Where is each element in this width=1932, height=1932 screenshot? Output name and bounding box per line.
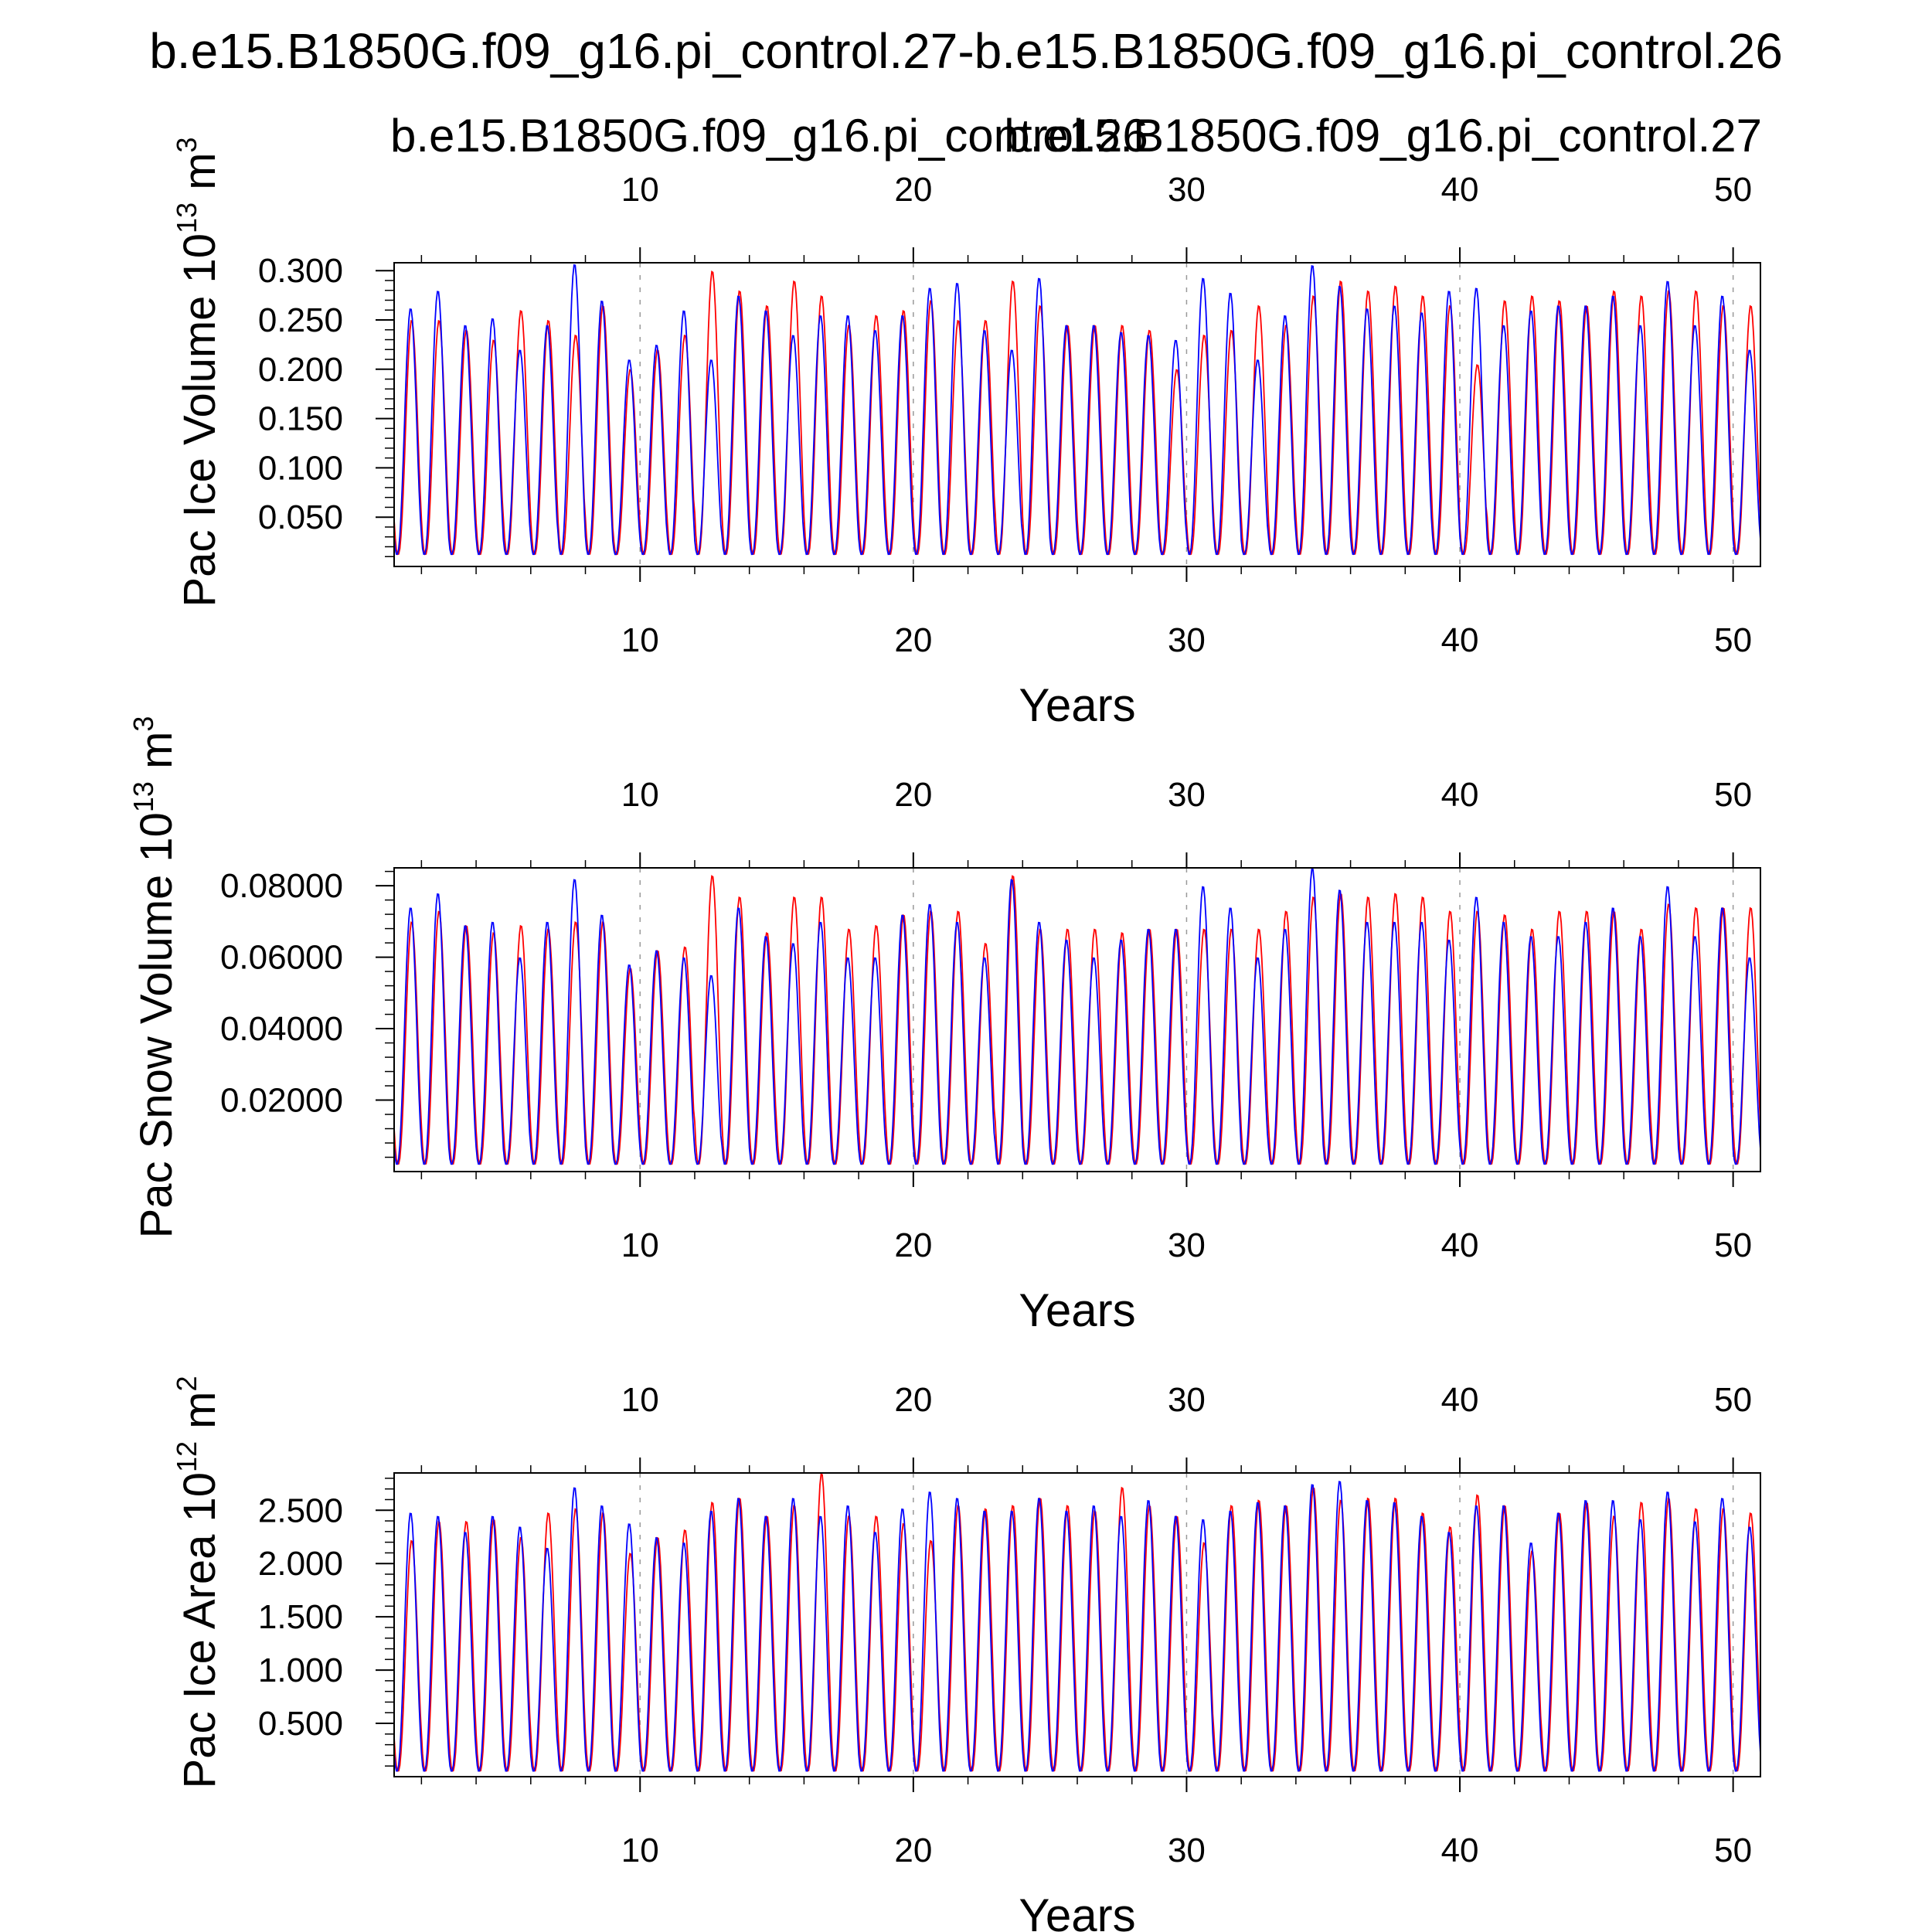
y-tick-label: 0.250 [258, 301, 343, 339]
y-axis-title-unit-exponent: 2 [171, 1376, 202, 1392]
y-axis-title-exponent: 13 [171, 202, 202, 233]
x-tick-label-bottom: 40 [1441, 1226, 1479, 1264]
series-line-red [393, 270, 1761, 556]
y-axis-title-main: Pac Ice Volume 10 [175, 233, 225, 607]
ice-volume-panel: 10 10 20 20 30 30 40 40 50 50 0.050 0.100 0.150 0.200… [171, 137, 1761, 731]
y-axis-title-exponent: 13 [128, 781, 159, 812]
x-tick-label-top: 40 [1441, 776, 1479, 814]
x-tick-label-top: 20 [894, 1381, 932, 1419]
series-line-red [393, 875, 1761, 1165]
y-axis-title-unit-exponent: 3 [171, 137, 202, 152]
x-tick-label-bottom: 10 [621, 1226, 659, 1264]
y-axis-title: Pac Ice Volume 1013 m3 [171, 137, 225, 607]
y-tick-label: 2.000 [258, 1545, 343, 1583]
y-axis-title-unit: m [175, 1392, 225, 1441]
y-axis-title-exponent: 12 [171, 1441, 202, 1472]
x-tick-label-top: 20 [894, 776, 932, 814]
series-line-blue [393, 868, 1761, 1165]
y-axis-title-unit: m [175, 152, 225, 202]
x-tick-label-top: 40 [1441, 1381, 1479, 1419]
series-line-blue [393, 264, 1761, 556]
series-line-blue [393, 1481, 1761, 1772]
figure-title: b.e15.B1850G.f09_g16.pi_control.27-b.e15… [149, 23, 1783, 79]
y-tick-label: 0.200 [258, 351, 343, 389]
x-axis-title: Years [1019, 1284, 1135, 1336]
y-axis-title-main: Pac Snow Volume 10 [131, 812, 182, 1238]
x-tick-label-top: 40 [1441, 171, 1479, 209]
x-tick-label-bottom: 20 [894, 1226, 932, 1264]
x-tick-label-bottom: 30 [1168, 621, 1206, 659]
y-tick-label: 0.02000 [220, 1082, 343, 1120]
legend-red-label: b.e15.B1850G.f09_g16.pi_control.26 [390, 110, 1148, 162]
x-tick-label-bottom: 50 [1714, 1832, 1752, 1869]
y-axis-title-unit: m [131, 732, 182, 781]
x-tick-label-bottom: 50 [1714, 1226, 1752, 1264]
y-tick-label: 1.500 [258, 1598, 343, 1636]
y-tick-label: 0.100 [258, 449, 343, 487]
x-tick-label-top: 50 [1714, 776, 1752, 814]
x-tick-label-bottom: 30 [1168, 1226, 1206, 1264]
x-tick-label-top: 50 [1714, 1381, 1752, 1419]
x-tick-label-top: 20 [894, 171, 932, 209]
x-tick-label-top: 30 [1168, 1381, 1206, 1419]
y-tick-label: 0.04000 [220, 1010, 343, 1048]
y-axis-title: Pac Ice Area 1012 m2 [171, 1376, 225, 1789]
y-tick-label: 0.050 [258, 498, 343, 536]
y-tick-label: 0.150 [258, 400, 343, 438]
x-tick-label-bottom: 30 [1168, 1832, 1206, 1869]
x-tick-label-top: 10 [621, 776, 659, 814]
y-axis-title-unit-exponent: 3 [128, 716, 159, 732]
y-tick-label: 0.500 [258, 1705, 343, 1743]
y-tick-label: 0.300 [258, 252, 343, 290]
y-tick-label: 0.06000 [220, 939, 343, 977]
x-tick-label-bottom: 20 [894, 1832, 932, 1869]
x-tick-label-bottom: 20 [894, 621, 932, 659]
x-tick-label-top: 30 [1168, 171, 1206, 209]
x-tick-label-bottom: 10 [621, 621, 659, 659]
x-tick-label-top: 30 [1168, 776, 1206, 814]
y-axis-title-main: Pac Ice Area 10 [175, 1472, 225, 1788]
legend-blue-label: b.e15.B1850G.f09_g16.pi_control.27 [1004, 110, 1762, 162]
x-axis-title: Years [1019, 679, 1135, 731]
ice-area-panel: 10 10 20 20 30 30 40 40 50 50 0.500 1.000 1.500 2.000… [171, 1376, 1761, 1932]
x-tick-label-bottom: 50 [1714, 621, 1752, 659]
x-tick-label-bottom: 40 [1441, 621, 1479, 659]
x-tick-label-bottom: 40 [1441, 1832, 1479, 1869]
snow-volume-panel: 10 10 20 20 30 30 40 40 50 50 0.02000 0.04000 0.0600… [128, 716, 1761, 1336]
y-tick-label: 1.000 [258, 1651, 343, 1689]
y-axis-title: Pac Snow Volume 1013 m3 [128, 716, 182, 1239]
x-tick-label-bottom: 10 [621, 1832, 659, 1869]
x-tick-label-top: 10 [621, 171, 659, 209]
x-axis-title: Years [1019, 1889, 1135, 1932]
x-tick-label-top: 50 [1714, 171, 1752, 209]
y-tick-label: 0.08000 [220, 867, 343, 905]
x-tick-label-top: 10 [621, 1381, 659, 1419]
y-tick-label: 2.500 [258, 1492, 343, 1529]
